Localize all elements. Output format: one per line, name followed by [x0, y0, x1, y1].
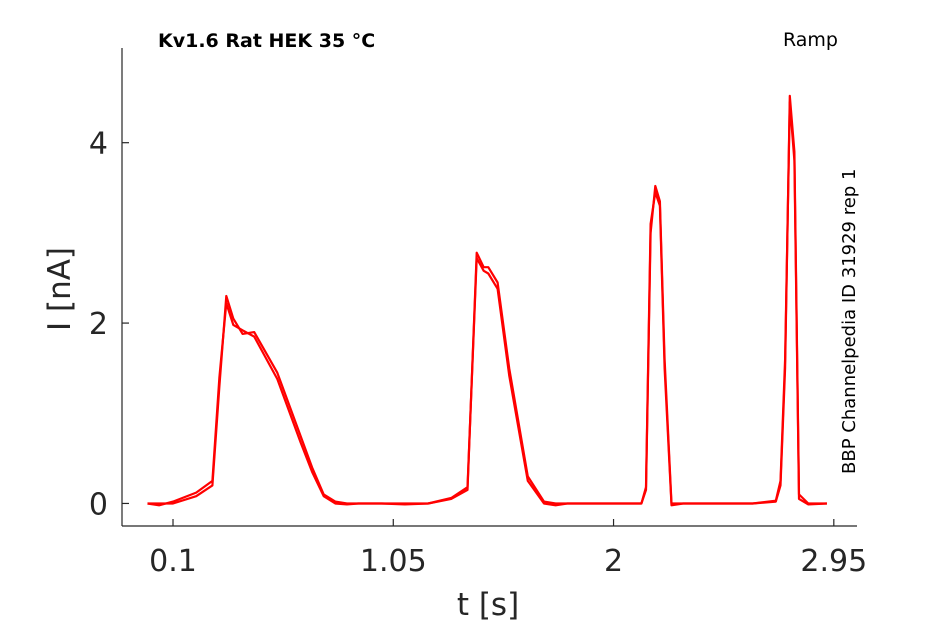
axes: [121, 48, 857, 527]
chart-title: Kv1.6 Rat HEK 35 °C: [158, 30, 375, 52]
x-tick-label: 2: [604, 544, 623, 579]
traces: [147, 94, 827, 507]
y-tick-label: 2: [89, 307, 108, 342]
x-tick-label: 0.1: [149, 544, 197, 579]
y-tick-label: 0: [89, 487, 108, 522]
x-tick-label: 2.95: [800, 544, 867, 579]
y-axis-label: I [nA]: [42, 247, 78, 331]
source-label: BBP Channelpedia ID 31929 rep 1: [839, 169, 860, 474]
x-ticks: 0.1 1.05 2 2.95: [149, 519, 867, 579]
protocol-label: Ramp: [783, 29, 838, 51]
x-tick-label: 1.05: [360, 544, 427, 579]
y-tick-label: 4: [89, 127, 108, 162]
x-axis-label: t [s]: [457, 587, 519, 623]
current-trace: [147, 94, 827, 505]
current-trace: [147, 101, 827, 507]
y-ticks: 0 2 4: [89, 127, 129, 522]
